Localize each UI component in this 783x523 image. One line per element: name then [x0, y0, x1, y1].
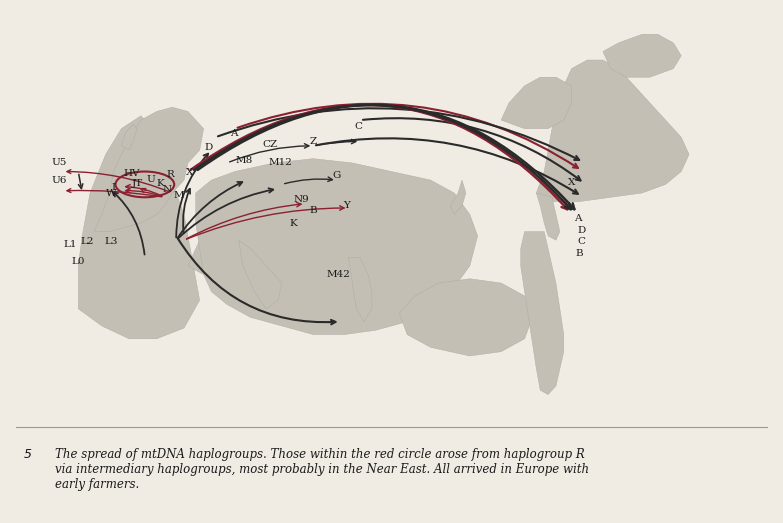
Polygon shape [450, 180, 466, 214]
Text: CZ: CZ [262, 141, 278, 150]
Polygon shape [603, 35, 681, 77]
Text: M42: M42 [327, 270, 350, 279]
Text: C: C [355, 122, 363, 131]
Text: G: G [333, 172, 341, 180]
Text: U5: U5 [51, 158, 67, 167]
Text: L0: L0 [71, 257, 85, 266]
Text: M8: M8 [236, 156, 253, 165]
Text: I: I [111, 184, 116, 192]
Polygon shape [94, 107, 204, 232]
Polygon shape [348, 257, 372, 322]
Text: C: C [578, 237, 586, 246]
Text: U6: U6 [51, 176, 67, 186]
Text: W: W [106, 189, 117, 198]
Text: M: M [173, 190, 184, 200]
Polygon shape [399, 279, 532, 356]
Polygon shape [78, 116, 200, 339]
Polygon shape [121, 124, 137, 150]
Text: X: X [568, 178, 576, 187]
Text: M12: M12 [269, 158, 292, 167]
Polygon shape [536, 60, 689, 201]
Text: R: R [167, 170, 175, 179]
Text: Y: Y [344, 201, 350, 210]
Text: L2: L2 [81, 236, 95, 245]
Polygon shape [501, 77, 572, 129]
Text: HV: HV [123, 169, 140, 178]
Polygon shape [521, 232, 564, 394]
Text: JT: JT [132, 179, 143, 188]
Text: D: D [578, 226, 586, 235]
Polygon shape [239, 240, 282, 309]
Text: K: K [157, 179, 164, 188]
Text: A: A [229, 129, 237, 138]
Text: The spread of mtDNA haplogroups. Those within the red circle arose from haplogro: The spread of mtDNA haplogroups. Those w… [55, 448, 589, 491]
Text: D: D [205, 143, 213, 152]
Text: L1: L1 [63, 240, 78, 249]
Text: A: A [574, 214, 582, 223]
Polygon shape [196, 158, 478, 335]
Polygon shape [188, 232, 231, 283]
Text: B: B [576, 248, 583, 257]
Text: N: N [162, 185, 171, 194]
Text: 5: 5 [23, 448, 31, 461]
Text: L3: L3 [104, 236, 118, 245]
Text: X: X [186, 168, 193, 177]
Text: K: K [290, 219, 298, 228]
Text: N9: N9 [294, 195, 309, 204]
Text: B: B [309, 207, 317, 215]
Polygon shape [536, 193, 560, 240]
Text: U: U [146, 175, 156, 184]
Text: Z: Z [309, 137, 317, 146]
